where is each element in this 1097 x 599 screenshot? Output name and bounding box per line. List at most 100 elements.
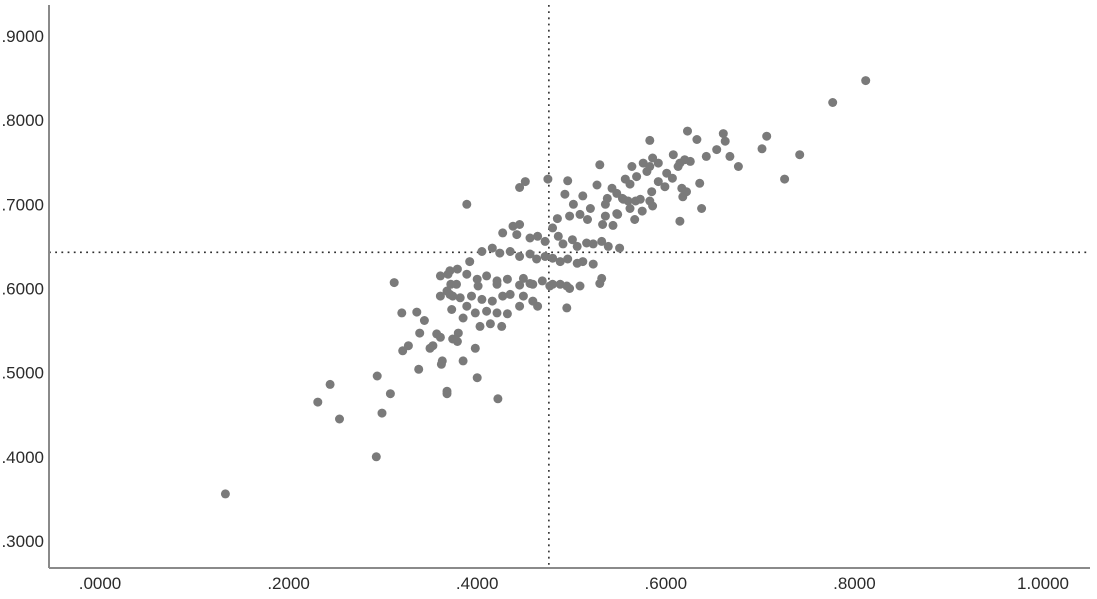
data-point (625, 204, 635, 213)
data-point (597, 273, 607, 283)
data-point (398, 346, 408, 356)
data-point (632, 172, 642, 182)
data-point (712, 145, 722, 155)
data-point (578, 191, 588, 201)
data-point (518, 273, 528, 283)
data-point (485, 319, 495, 329)
data-point (583, 215, 592, 224)
data-point (515, 280, 525, 290)
data-point (602, 193, 612, 203)
data-point (505, 289, 515, 299)
data-point (435, 291, 445, 301)
data-point (572, 241, 582, 251)
data-point (600, 211, 610, 221)
data-point (470, 343, 480, 353)
data-point (493, 394, 503, 404)
data-point (588, 239, 598, 249)
data-point (487, 296, 497, 306)
data-point (532, 254, 542, 264)
data-point (445, 289, 455, 299)
data-point (560, 189, 570, 199)
data-point (545, 281, 555, 291)
data-point (725, 151, 735, 161)
data-point (692, 135, 702, 144)
data-point (452, 337, 462, 346)
data-point (588, 259, 598, 269)
data-point (543, 174, 553, 184)
data-point (597, 236, 607, 246)
data-point (512, 230, 522, 240)
data-point (582, 238, 592, 248)
data-point (608, 220, 618, 230)
data-point (447, 305, 457, 314)
data-point (861, 76, 871, 86)
scatter-points (220, 76, 871, 499)
data-point (502, 309, 512, 319)
data-point (419, 316, 429, 325)
data-point (548, 223, 558, 233)
data-point (428, 341, 438, 351)
data-point (477, 294, 487, 304)
data-point (675, 216, 685, 226)
data-point (505, 247, 515, 256)
data-point (575, 281, 585, 291)
data-point (615, 243, 625, 253)
data-point (477, 247, 487, 256)
data-point (565, 211, 575, 221)
x-tick-label: .2000 (267, 574, 310, 593)
data-point (563, 176, 573, 186)
data-point (470, 308, 480, 318)
data-point (653, 177, 663, 187)
data-point (683, 126, 692, 136)
data-point (565, 284, 575, 293)
data-point (645, 135, 655, 145)
data-point (446, 279, 456, 289)
data-point (495, 248, 505, 258)
data-point (525, 249, 535, 259)
data-point (603, 241, 613, 251)
data-point (385, 389, 395, 399)
data-point (220, 489, 230, 499)
data-point (437, 356, 447, 366)
y-tick-label: .7000 (1, 195, 44, 214)
data-point (525, 233, 535, 243)
x-tick-label: .8000 (833, 574, 876, 593)
data-point (585, 204, 595, 213)
data-point (762, 131, 772, 141)
data-point (540, 252, 550, 261)
data-point (458, 356, 468, 366)
data-point (435, 271, 445, 281)
y-tick-label: .8000 (1, 111, 44, 130)
data-point (595, 160, 605, 170)
data-point (371, 452, 381, 462)
data-point (648, 201, 658, 211)
data-point (397, 308, 407, 318)
data-point (592, 180, 602, 190)
data-point (828, 98, 838, 107)
x-tick-label: .0000 (79, 574, 122, 593)
data-point (635, 194, 645, 204)
data-point (555, 279, 565, 289)
data-point (645, 162, 655, 171)
data-point (458, 313, 468, 323)
data-point (372, 371, 382, 381)
data-point (515, 183, 525, 192)
data-point (414, 364, 424, 374)
data-point (578, 257, 588, 267)
data-point (502, 274, 512, 284)
data-point (668, 150, 678, 160)
data-point (498, 291, 508, 301)
data-point (487, 243, 497, 253)
data-point (563, 254, 573, 264)
data-point (558, 239, 568, 249)
data-point (548, 253, 558, 263)
data-point (647, 187, 657, 197)
data-point (623, 196, 633, 206)
y-tick-label: .9000 (1, 27, 44, 46)
data-point (475, 321, 485, 331)
x-tick-label: .4000 (456, 574, 499, 593)
y-tick-label: .5000 (1, 364, 44, 383)
data-point (432, 329, 442, 339)
data-point (415, 328, 425, 338)
